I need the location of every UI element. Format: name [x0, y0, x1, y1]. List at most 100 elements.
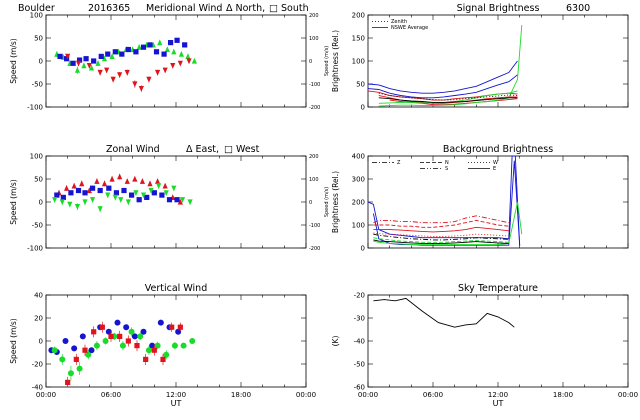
- data-point: [121, 187, 127, 194]
- data-point: [174, 37, 180, 43]
- data-point: [143, 356, 149, 362]
- chart-title: Signal Brightness: [457, 3, 540, 14]
- series-line-2: [373, 215, 509, 224]
- data-point: [147, 42, 153, 48]
- data-point: [125, 338, 131, 344]
- data-point: [105, 192, 111, 199]
- data-point: [162, 67, 168, 74]
- x-tick-label: 06:00: [101, 391, 121, 399]
- data-point: [163, 190, 169, 196]
- data-point: [147, 180, 153, 187]
- data-point: [123, 324, 130, 331]
- data-point: [131, 333, 138, 340]
- data-point: [136, 44, 142, 50]
- data-point: [105, 328, 112, 335]
- series-layer: [368, 25, 523, 107]
- y-tick-label: 100: [30, 12, 43, 20]
- data-point: [112, 49, 118, 55]
- data-point: [65, 53, 71, 60]
- data-point: [179, 197, 186, 203]
- data-point: [125, 199, 131, 206]
- data-point: [175, 328, 182, 335]
- right-y-tick-label: 200: [309, 154, 319, 160]
- data-point: [164, 46, 170, 53]
- data-point: [99, 324, 105, 330]
- series-line-1: [368, 74, 518, 99]
- data-point: [88, 347, 95, 354]
- y-tick-label: 0: [39, 58, 43, 66]
- data-point: [97, 69, 103, 76]
- y-axis-label: Brightness (Rel.): [331, 171, 340, 233]
- y-tick-label: -40: [354, 338, 365, 346]
- y-tick-label: 200: [352, 199, 365, 207]
- series-layer: [52, 173, 193, 213]
- legend-entry: NSWE Average: [391, 25, 428, 31]
- data-point: [174, 197, 180, 203]
- data-point: [104, 67, 110, 74]
- y-axis-label: Speed (m/s): [9, 318, 18, 364]
- data-point: [101, 55, 108, 62]
- series-line-1: [372, 160, 521, 246]
- y-tick-label: 300: [352, 176, 365, 184]
- x-axis-label: UT: [171, 399, 182, 408]
- data-point: [133, 190, 139, 196]
- data-point: [167, 40, 174, 46]
- data-point: [106, 185, 112, 191]
- chart-title: Background Brightness: [443, 144, 553, 155]
- data-point: [156, 183, 162, 190]
- panel-background: 0 100 200 300 400 Brightness (Rel.) Background…: [331, 144, 629, 253]
- data-point: [166, 197, 173, 203]
- series-line-4: [373, 226, 509, 233]
- right-y-axis-label: Speed (m/s): [324, 46, 330, 76]
- panel-signal: 0 50 100 150 200 Brightness (Rel.) Signal Brig…: [331, 3, 629, 112]
- series-line-5: [378, 25, 523, 107]
- data-point: [151, 190, 157, 196]
- data-point: [86, 187, 92, 194]
- data-point: [138, 86, 144, 92]
- data-point: [59, 356, 66, 363]
- data-point: [157, 39, 163, 46]
- data-point: [136, 197, 142, 203]
- data-point: [132, 175, 138, 182]
- data-point: [140, 192, 147, 199]
- data-point: [144, 194, 150, 200]
- y-tick-label: -30: [354, 315, 365, 323]
- legend-text-west: □ West: [224, 144, 260, 155]
- series-line-3: [373, 219, 509, 228]
- data-point: [128, 192, 135, 198]
- data-point: [93, 342, 100, 349]
- data-point: [52, 197, 58, 203]
- data-point: [185, 53, 191, 59]
- data-point: [98, 53, 104, 59]
- right-y-tick-label: 100: [309, 177, 319, 183]
- data-point: [125, 46, 131, 53]
- data-point: [70, 60, 76, 66]
- y-axis-label: (K): [331, 336, 340, 347]
- legend-text-east: Δ East,: [186, 144, 219, 155]
- y-tick-label: -50: [354, 361, 365, 369]
- data-point: [89, 197, 96, 203]
- data-point: [177, 198, 183, 205]
- y-axis-label: Speed (m/s): [9, 179, 18, 225]
- data-point: [83, 56, 89, 62]
- data-point: [74, 67, 81, 73]
- data-point: [170, 63, 176, 69]
- y-tick-label: 50: [356, 81, 365, 89]
- data-point: [128, 328, 135, 335]
- series-layer: [54, 37, 198, 92]
- y-axis-label: Brightness (Rel.): [331, 30, 340, 92]
- data-point: [94, 178, 100, 184]
- data-point: [139, 178, 146, 184]
- y-tick-label: 0: [361, 104, 365, 112]
- legend-entry: Zenith: [391, 19, 407, 25]
- legend-entry: N: [445, 160, 449, 166]
- data-point: [97, 206, 103, 213]
- data-point: [171, 342, 178, 349]
- series-line-5: [373, 232, 509, 237]
- plot-frame: [45, 294, 307, 388]
- data-point: [105, 51, 111, 57]
- y-tick-label: 400: [352, 153, 365, 161]
- panel-vertical: -40 -20 0 20 40 00:00 06:00 12:00 18:00 00:00 UT Sp…: [9, 283, 316, 408]
- data-point: [148, 187, 154, 194]
- data-point: [109, 53, 115, 59]
